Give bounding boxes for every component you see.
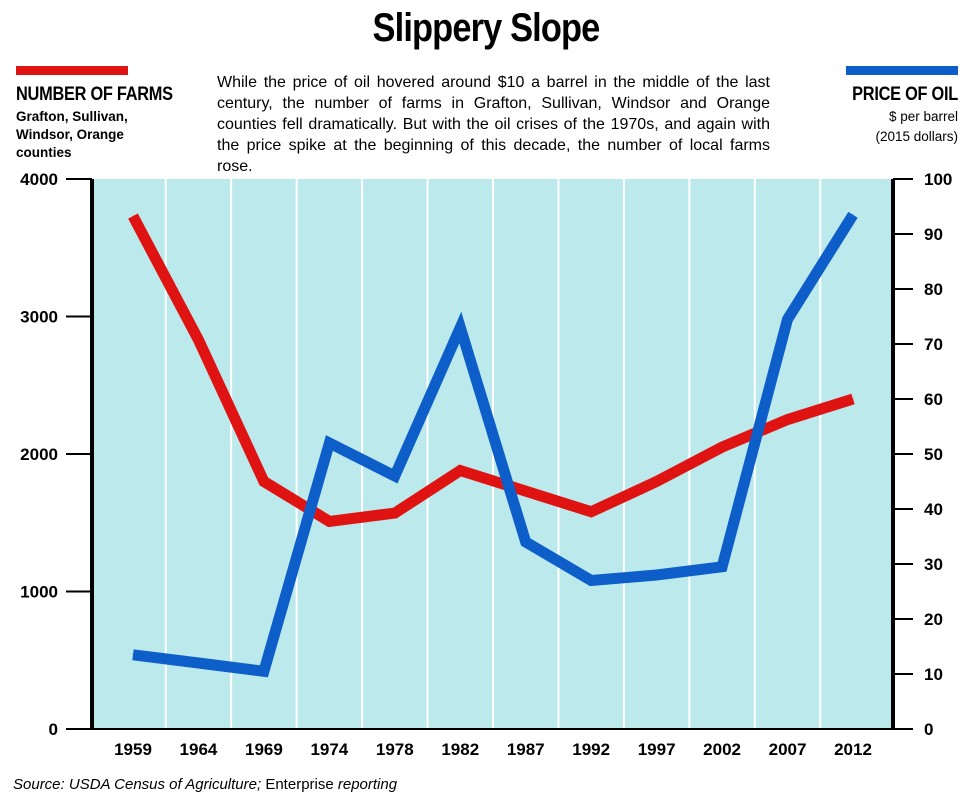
- left-tick-label: 0: [49, 720, 58, 739]
- oil-series-line: [132, 211, 858, 678]
- x-tick-label: 1997: [638, 740, 676, 759]
- legend-farms: NUMBER OF FARMS Grafton, Sullivan, Winds…: [16, 66, 216, 162]
- right-tick-label: 80: [924, 280, 943, 299]
- x-tick-label: 2007: [769, 740, 807, 759]
- oil-data-point: [852, 214, 854, 216]
- left-tick-label: 1000: [20, 583, 58, 602]
- right-tick-label: 0: [924, 720, 933, 739]
- oil-data-point: [590, 580, 592, 581]
- oil-data-point: [263, 670, 265, 672]
- right-tick-label: 30: [924, 555, 943, 574]
- right-tick-label: 70: [924, 335, 943, 354]
- right-tick-label: 90: [924, 225, 943, 244]
- x-tick-label: 1959: [114, 740, 152, 759]
- oil-data-point: [132, 654, 134, 656]
- farms-data-point: [525, 490, 527, 492]
- oil-data-point: [656, 574, 658, 576]
- legend-farms-label: NUMBER OF FARMS: [16, 84, 173, 105]
- farms-data-point: [656, 481, 658, 482]
- oil-data-point: [394, 475, 396, 477]
- farms-series-line: [128, 213, 855, 528]
- right-tick-label: 50: [924, 445, 943, 464]
- source-middle: Enterprise: [261, 776, 338, 793]
- x-tick-label: 1978: [376, 740, 414, 759]
- oil-data-point: [721, 566, 723, 568]
- chart-title: Slippery Slope: [372, 6, 601, 50]
- x-tick-label: 1992: [572, 740, 610, 759]
- x-tick-label: 2012: [834, 740, 872, 759]
- farms-data-point: [132, 215, 134, 217]
- farms-data-point: [394, 512, 396, 514]
- x-tick-label: 1974: [310, 740, 348, 759]
- legend-oil-sublabel-1: $ per barrel: [888, 109, 958, 124]
- x-tick-label: 1982: [441, 740, 479, 759]
- legend-farms-sublabel: Grafton, Sullivan, Windsor, Orange count…: [16, 109, 128, 160]
- chart-description: While the price of oil hovered around $1…: [217, 74, 770, 175]
- farms-data-point: [590, 511, 592, 513]
- source-note: Source: USDA Census of Agriculture; Ente…: [13, 776, 397, 793]
- farms-data-point: [852, 398, 854, 400]
- right-tick-label: 100: [924, 170, 952, 189]
- left-tick-label: 3000: [20, 308, 58, 327]
- right-tick-label: 10: [924, 665, 943, 684]
- right-tick-label: 20: [924, 610, 943, 629]
- oil-data-point: [525, 541, 527, 543]
- legend-oil-swatch: [846, 66, 958, 75]
- farms-data-point: [197, 339, 199, 341]
- oil-data-point: [197, 662, 199, 664]
- legend-oil-label: PRICE OF OIL: [852, 84, 958, 105]
- legend-farms-swatch: [16, 66, 128, 75]
- left-tick-label: 4000: [20, 170, 58, 189]
- oil-data-point: [459, 327, 461, 328]
- farms-data-point: [787, 419, 789, 421]
- farms-data-point: [459, 470, 461, 471]
- farms-data-point: [721, 446, 723, 448]
- legend-oil-sublabel-2: (2015 dollars): [875, 129, 958, 144]
- right-tick-label: 60: [924, 390, 943, 409]
- farms-data-point: [328, 520, 330, 522]
- left-tick-label: 2000: [20, 445, 58, 464]
- x-tick-label: 1964: [180, 740, 218, 759]
- source-prefix: Source: USDA Census of Agriculture;: [13, 776, 262, 793]
- oil-data-point: [787, 318, 789, 320]
- legend-oil: PRICE OF OIL $ per barrel (2015 dollars): [788, 66, 958, 146]
- right-tick-label: 40: [924, 500, 943, 519]
- x-tick-label: 2002: [703, 740, 741, 759]
- x-tick-label: 1987: [507, 740, 545, 759]
- farms-data-point: [263, 481, 265, 482]
- x-tick-label: 1969: [245, 740, 283, 759]
- source-suffix: reporting: [337, 776, 398, 793]
- oil-data-point: [328, 442, 330, 444]
